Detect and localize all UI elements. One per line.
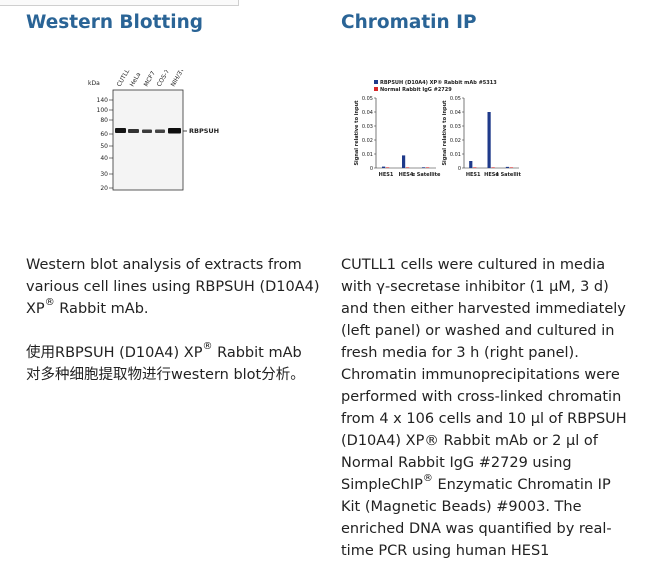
chip-bar bbox=[406, 167, 410, 168]
marker-label: 140 bbox=[97, 97, 109, 104]
lane-label: MCF7 bbox=[143, 70, 157, 88]
band bbox=[155, 129, 165, 133]
y-tick-label: 0.04 bbox=[450, 110, 461, 116]
top-tab bbox=[0, 0, 239, 6]
y-tick-label: 0.05 bbox=[450, 96, 461, 102]
chip-figure: RBPSUH (D10A4) XP® Rabbit mAb #5313 Norm… bbox=[354, 80, 521, 178]
western-description-text: Western blot analysis of extracts from v… bbox=[26, 257, 320, 317]
x-tick-label: HES1 bbox=[466, 172, 481, 178]
y-tick-label: 0.01 bbox=[450, 152, 461, 158]
marker-label: 30 bbox=[100, 171, 108, 178]
chip-bar bbox=[426, 167, 430, 168]
chip-bar bbox=[422, 167, 426, 168]
band-label: RBPSUH bbox=[189, 127, 219, 135]
chip-bar bbox=[473, 167, 477, 168]
marker-label: 50 bbox=[100, 143, 108, 150]
chip-heading: Chromatin IP bbox=[341, 12, 477, 33]
chip-bar bbox=[402, 155, 406, 168]
lane-label: NIH/3T3 bbox=[170, 70, 188, 88]
western-description-chinese: 使用RBPSUH (D10A4) XP® Rabbit mAb对多种细胞提取物进… bbox=[26, 341, 305, 383]
marker-label: 40 bbox=[100, 155, 108, 162]
chip-bar bbox=[491, 167, 495, 168]
lane-label: HeLa bbox=[129, 71, 143, 88]
chip-bar bbox=[505, 166, 510, 168]
y-axis-label: Signal relative to input bbox=[354, 100, 360, 166]
kda-label: kDa bbox=[88, 80, 100, 87]
chip-panel-right: Signal relative to input 0 0.01 0.02 0.03 0.0… bbox=[442, 96, 521, 178]
chip-description-text: CUTLL1 cells were cultured in media with… bbox=[341, 257, 627, 559]
band bbox=[142, 129, 152, 133]
band bbox=[115, 128, 126, 133]
legend-label: RBPSUH (D10A4) XP® Rabbit mAb #5313 bbox=[380, 80, 497, 86]
y-tick-label: 0.02 bbox=[450, 138, 461, 144]
y-tick-label: 0.03 bbox=[362, 124, 373, 130]
chip-legend: RBPSUH (D10A4) XP® Rabbit mAb #5313 Norm… bbox=[374, 80, 497, 93]
chip-bar bbox=[469, 161, 473, 168]
registered-mark: ® bbox=[202, 341, 213, 352]
registered-mark: ® bbox=[44, 297, 55, 308]
blot-membrane bbox=[112, 89, 184, 191]
chip-bar bbox=[386, 167, 390, 168]
scrollbar[interactable] bbox=[640, 0, 648, 583]
western-heading: Western Blotting bbox=[26, 12, 204, 33]
band bbox=[168, 128, 181, 134]
band-group bbox=[115, 128, 181, 134]
registered-mark: ® bbox=[422, 473, 433, 484]
x-tick-label: HES4 bbox=[484, 172, 499, 178]
y-tick-label: 0 bbox=[458, 166, 461, 172]
chip-description: CUTLL1 cells were cultured in media with… bbox=[341, 254, 631, 562]
chip-bar bbox=[382, 166, 386, 168]
band bbox=[128, 129, 139, 133]
chip-bar bbox=[509, 167, 514, 168]
chip-panel-left: Signal relative to input 0 0.01 0.02 0.03 0.0… bbox=[354, 96, 441, 178]
legend-swatch bbox=[374, 87, 378, 91]
y-tick-label: 0.05 bbox=[362, 96, 373, 102]
western-description: Western blot analysis of extracts from v… bbox=[26, 254, 326, 386]
y-tick-label: 0.03 bbox=[450, 124, 461, 130]
legend-swatch bbox=[374, 80, 378, 84]
x-tick-label: HES1 bbox=[379, 172, 394, 178]
y-tick-label: 0 bbox=[370, 166, 373, 172]
marker-label: 100 bbox=[97, 107, 109, 114]
y-tick-label: 0.02 bbox=[362, 138, 373, 144]
legend-label: Normal Rabbit IgG #2729 bbox=[380, 87, 452, 93]
marker-label: 60 bbox=[100, 131, 108, 138]
marker-label: 20 bbox=[100, 185, 108, 192]
y-tick-label: 0.01 bbox=[362, 152, 373, 158]
x-tick-label: HES4 bbox=[399, 172, 414, 178]
lane-label: COS-7 bbox=[156, 70, 172, 88]
top-tab-strip bbox=[0, 0, 648, 6]
y-tick-label: 0.04 bbox=[362, 110, 373, 116]
y-axis-label: Signal relative to input bbox=[442, 100, 448, 166]
x-tick-label: α Satellite bbox=[495, 172, 521, 178]
marker-label: 80 bbox=[100, 117, 108, 124]
x-tick-label: α Satellite bbox=[412, 172, 441, 178]
chip-bar bbox=[487, 112, 491, 168]
